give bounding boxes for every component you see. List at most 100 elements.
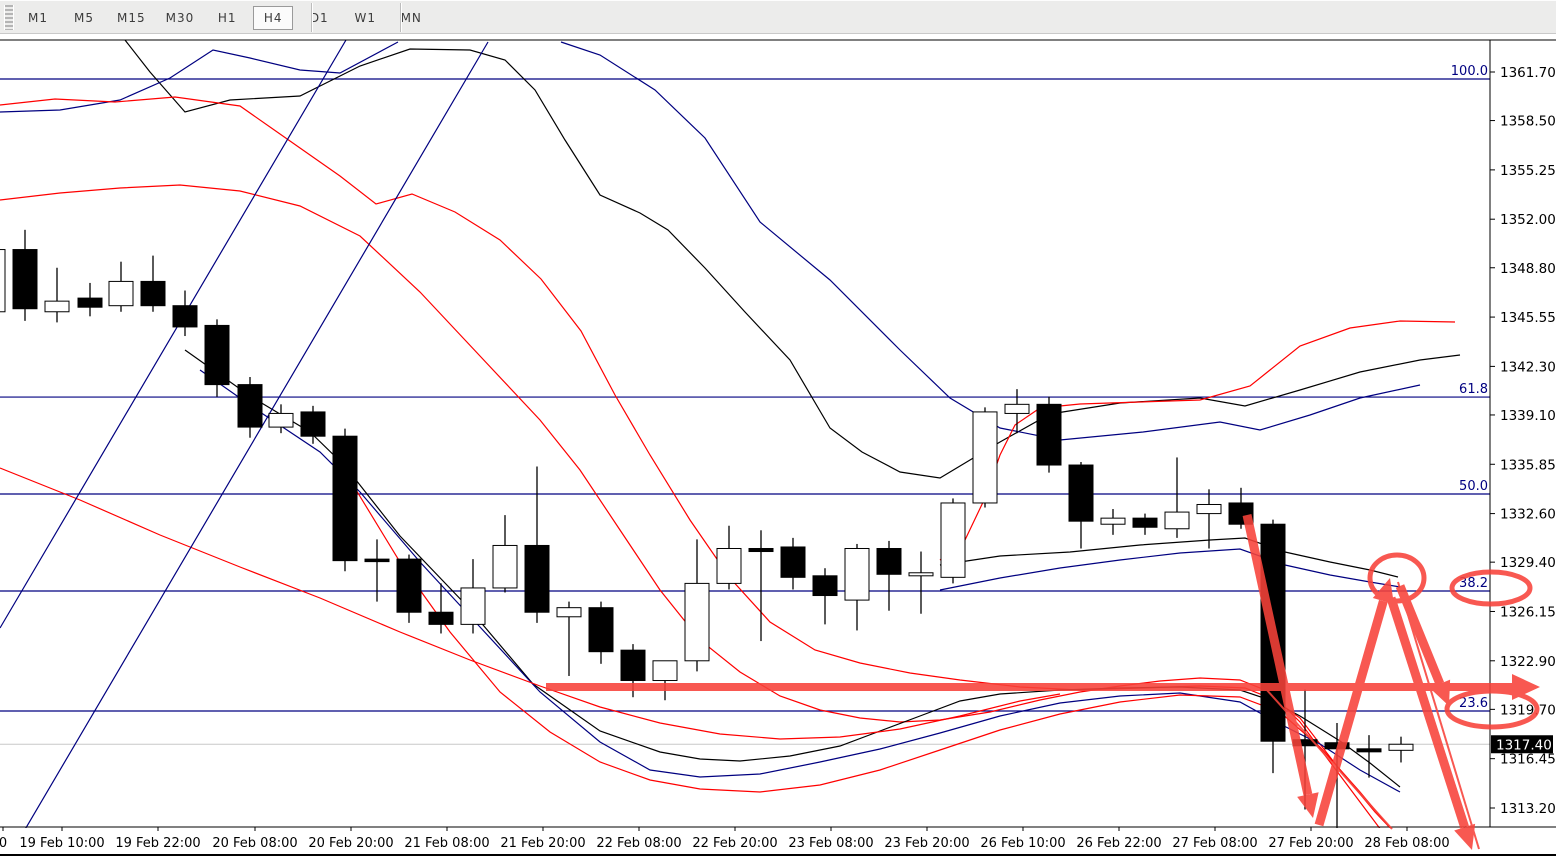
candle	[77, 282, 103, 317]
candle-body-bullish	[652, 660, 678, 682]
candle	[908, 551, 934, 614]
candle	[1036, 396, 1062, 473]
annotation-arrow-3	[1395, 584, 1445, 686]
time-tick-label: 21 Feb 08:00	[404, 836, 489, 851]
candle-body-bearish	[396, 558, 422, 613]
candle-body-bullish	[556, 607, 582, 618]
candle	[876, 540, 902, 611]
candle-body-bearish	[620, 649, 646, 682]
candle-body-bearish	[876, 547, 902, 575]
time-tick-label: 19 Feb 10:00	[19, 836, 104, 851]
timeframe-buttons-group: M1 M5 M15 M30 H1 H4 D1 W1 MN	[18, 1, 431, 34]
highlight-circle-convergence	[1367, 552, 1427, 604]
candle-body-bearish	[237, 384, 263, 428]
fib-label-61.8: 61.8	[1459, 382, 1488, 397]
timeframe-button-h1[interactable]: H1	[217, 10, 237, 25]
annotation-thin-line-1	[1264, 687, 1393, 830]
candle	[1164, 457, 1190, 538]
candle	[1068, 461, 1094, 549]
timeframe-button-mn[interactable]: MN	[400, 10, 422, 25]
candle	[332, 428, 358, 572]
price-tick-label: 1332.60	[1500, 507, 1556, 523]
candle-body-bearish	[1132, 517, 1158, 528]
time-tick-label: 26 Feb 22:00	[1076, 836, 1161, 851]
candle	[652, 660, 678, 701]
candle-body-bearish	[1356, 748, 1382, 753]
price-axis[interactable]: 1361.70 1358.50 1355.25 1352.00 1348.80 1345.…	[1490, 65, 1556, 817]
price-tick-label: 1329.40	[1500, 555, 1556, 571]
candle-body-bullish	[940, 502, 966, 578]
candle	[844, 543, 870, 631]
price-tick-label: 1322.90	[1500, 654, 1556, 670]
candle	[1356, 735, 1382, 778]
plot-area[interactable]	[0, 40, 1490, 857]
candle	[44, 267, 70, 323]
candle-body-bullish	[1196, 503, 1222, 515]
toolbar-drag-grip[interactable]	[4, 5, 14, 30]
time-tick-label: 26 Feb 10:00	[980, 836, 1065, 851]
candle	[588, 601, 614, 664]
candle	[812, 568, 838, 625]
price-tick-label: 1361.70	[1500, 65, 1556, 81]
annotation-arrow-4-head	[1454, 823, 1476, 850]
chart-background	[0, 34, 1556, 857]
candle-body-bearish	[1036, 403, 1062, 466]
annotation-thin-line-2	[1397, 581, 1480, 850]
candle	[684, 539, 710, 672]
time-axis[interactable]: 0 19 Feb 10:00 19 Feb 22:00 20 Feb 08:00 20 …	[0, 827, 1450, 851]
candle-body-bullish	[44, 300, 70, 313]
timeframe-button-m30[interactable]: M30	[165, 10, 195, 25]
candle-body-bullish	[1388, 743, 1414, 751]
candle-body-bullish	[460, 587, 486, 625]
candle	[428, 583, 454, 634]
timeframe-button-m15[interactable]: M15	[117, 10, 146, 25]
fib-label-50.0: 50.0	[1459, 479, 1488, 494]
candle	[972, 407, 998, 508]
candle-body-bearish	[812, 575, 838, 597]
time-tick-label: 27 Feb 08:00	[1172, 836, 1257, 851]
candle-body-bullish	[1164, 511, 1190, 530]
candle	[1100, 509, 1126, 535]
fib-label-100.0: 100.0	[1451, 64, 1488, 79]
candle-body-bullish	[268, 412, 294, 428]
candle-body-bearish	[1068, 464, 1094, 522]
candle-body-bullish	[108, 280, 134, 307]
candle	[172, 290, 198, 337]
price-tick-label: 1358.50	[1500, 114, 1556, 130]
current-price-tag: 1317.40	[1491, 735, 1553, 754]
candle-body-bearish	[524, 544, 550, 613]
candle-body-bullish	[492, 544, 518, 589]
candle-body-bearish	[332, 435, 358, 562]
candle-body-bearish	[300, 411, 326, 437]
candle	[492, 515, 518, 593]
candle-body-bullish	[364, 558, 390, 563]
price-tick-label: 1339.10	[1500, 408, 1556, 424]
band-lower-red	[0, 467, 1061, 740]
timeframe-button-w1[interactable]: W1	[354, 10, 376, 25]
annotation-arrow-1	[1242, 514, 1313, 796]
time-tick-label: 22 Feb 20:00	[692, 836, 777, 851]
annotation-arrow-4	[1386, 596, 1469, 829]
price-tick-label: 1355.25	[1500, 163, 1556, 179]
ma-navy-fast-right	[939, 548, 1401, 591]
timeframe-button-m1[interactable]: M1	[28, 10, 48, 25]
timeframe-button-h4[interactable]: H4	[253, 5, 294, 30]
time-tick-label: 23 Feb 08:00	[788, 836, 873, 851]
candle	[556, 601, 582, 676]
timeframe-toolbar: M1 M5 M15 M30 H1 H4 D1 W1 MN	[0, 0, 1556, 34]
highlight-ellipse-23_6	[1444, 688, 1540, 730]
candle	[396, 554, 422, 623]
candle	[1196, 489, 1222, 549]
candle-body-bearish	[588, 607, 614, 653]
current-price-label: 1317.40	[1496, 737, 1552, 753]
candle-body-bearish	[748, 547, 774, 553]
candle	[780, 537, 806, 590]
candle-body-bearish	[77, 297, 103, 308]
toolbar-separator	[311, 3, 312, 32]
red-annotations	[546, 514, 1540, 850]
candle	[940, 498, 966, 584]
timeframe-button-m5[interactable]: M5	[74, 10, 94, 25]
candle-body-bearish	[172, 305, 198, 328]
timeframe-button-d1[interactable]: D1	[309, 10, 329, 25]
